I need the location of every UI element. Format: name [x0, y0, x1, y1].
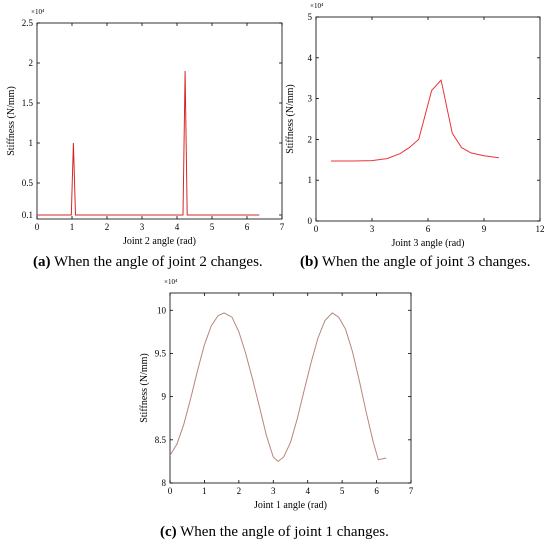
- y-exponent-label: ×10⁴: [164, 278, 178, 286]
- chart-joint1: 0 1 2 3 4 5 6 7 8 8.5 9 9.5 10 ×10⁴ Joint 1 angle (rad…: [139, 278, 414, 511]
- x-tick-label: 3: [271, 486, 276, 496]
- x-tick-label: 5: [210, 222, 215, 232]
- y-tick-label: 8: [162, 478, 167, 488]
- chart-joint2: 0 1 2 3 4 5 6 7 0.1 0.5 1 1.5 2 2.5 ×10⁴ Joint 2 angle …: [6, 8, 285, 247]
- caption-a-label: (a): [33, 254, 51, 270]
- caption-c-label: (c): [160, 524, 177, 540]
- y-tick-label: 8.5: [155, 435, 167, 445]
- x-tick-label: 6: [426, 224, 431, 234]
- series-line: [169, 312, 387, 463]
- x-tick-label: 1: [70, 222, 75, 232]
- y-exponent-label: ×10⁴: [310, 2, 324, 10]
- x-tick-label: 0: [168, 486, 173, 496]
- y-tick-label: 1: [308, 175, 313, 185]
- caption-b-text: When the angle of joint 3 changes.: [318, 254, 531, 270]
- x-axis-label: Joint 2 angle (rad): [123, 236, 196, 247]
- y-exponent-label: ×10⁴: [31, 8, 45, 16]
- caption-c-text: When the angle of joint 1 changes.: [176, 524, 389, 540]
- x-tick-label: 6: [245, 222, 250, 232]
- y-tick-label: 1.5: [22, 98, 34, 108]
- x-tick-label: 9: [482, 224, 487, 234]
- caption-c: (c) When the angle of joint 1 changes.: [160, 524, 389, 541]
- caption-a-text: When the angle of joint 2 changes.: [50, 254, 263, 270]
- caption-b-label: (b): [300, 254, 319, 270]
- x-tick-label: 3: [370, 224, 375, 234]
- y-tick-label: 5: [308, 12, 313, 22]
- y-tick-label: 2.5: [22, 18, 34, 28]
- plot-frame: [36, 22, 283, 220]
- y-tick-label: 0.1: [22, 210, 33, 220]
- plot-frame: [169, 292, 412, 484]
- x-tick-label: 4: [305, 486, 310, 496]
- x-tick-label: 6: [374, 486, 379, 496]
- caption-a: (a) When the angle of joint 2 changes.: [33, 254, 263, 271]
- y-axis-label: Stiffness (N/mm): [285, 84, 296, 154]
- x-tick-label: 5: [340, 486, 345, 496]
- y-tick-label: 3: [308, 94, 313, 104]
- y-tick-label: 9.5: [155, 348, 167, 358]
- y-tick-label: 9: [162, 392, 167, 402]
- plot-frame: [315, 16, 541, 222]
- x-tick-label: 7: [280, 222, 285, 232]
- x-tick-label: 7: [409, 486, 414, 496]
- x-axis-label: Joint 1 angle (rad): [254, 500, 327, 511]
- y-tick-label: 4: [308, 53, 313, 63]
- x-tick-label: 2: [237, 486, 242, 496]
- x-tick-label: 12: [536, 224, 545, 234]
- x-axis-label: Joint 3 angle (rad): [391, 238, 464, 249]
- y-axis-label: Stiffness (N/mm): [6, 86, 17, 156]
- y-tick-label: 0.5: [22, 178, 34, 188]
- x-tick-label: 2: [105, 222, 110, 232]
- x-tick-label: 3: [140, 222, 145, 232]
- series-line: [37, 70, 260, 216]
- x-tick-label: 0: [314, 224, 319, 234]
- y-axis-label: Stiffness (N/mm): [139, 353, 150, 423]
- x-tick-label: 4: [175, 222, 180, 232]
- y-tick-label: 2: [308, 134, 313, 144]
- x-tick-label: 0: [35, 222, 40, 232]
- y-tick-label: 10: [157, 305, 167, 315]
- series-line: [330, 79, 499, 162]
- caption-b: (b) When the angle of joint 3 changes.: [300, 254, 531, 271]
- y-tick-label: 0: [308, 216, 313, 226]
- y-tick-label: 1: [29, 138, 34, 148]
- y-tick-label: 2: [29, 58, 34, 68]
- x-tick-label: 1: [202, 486, 207, 496]
